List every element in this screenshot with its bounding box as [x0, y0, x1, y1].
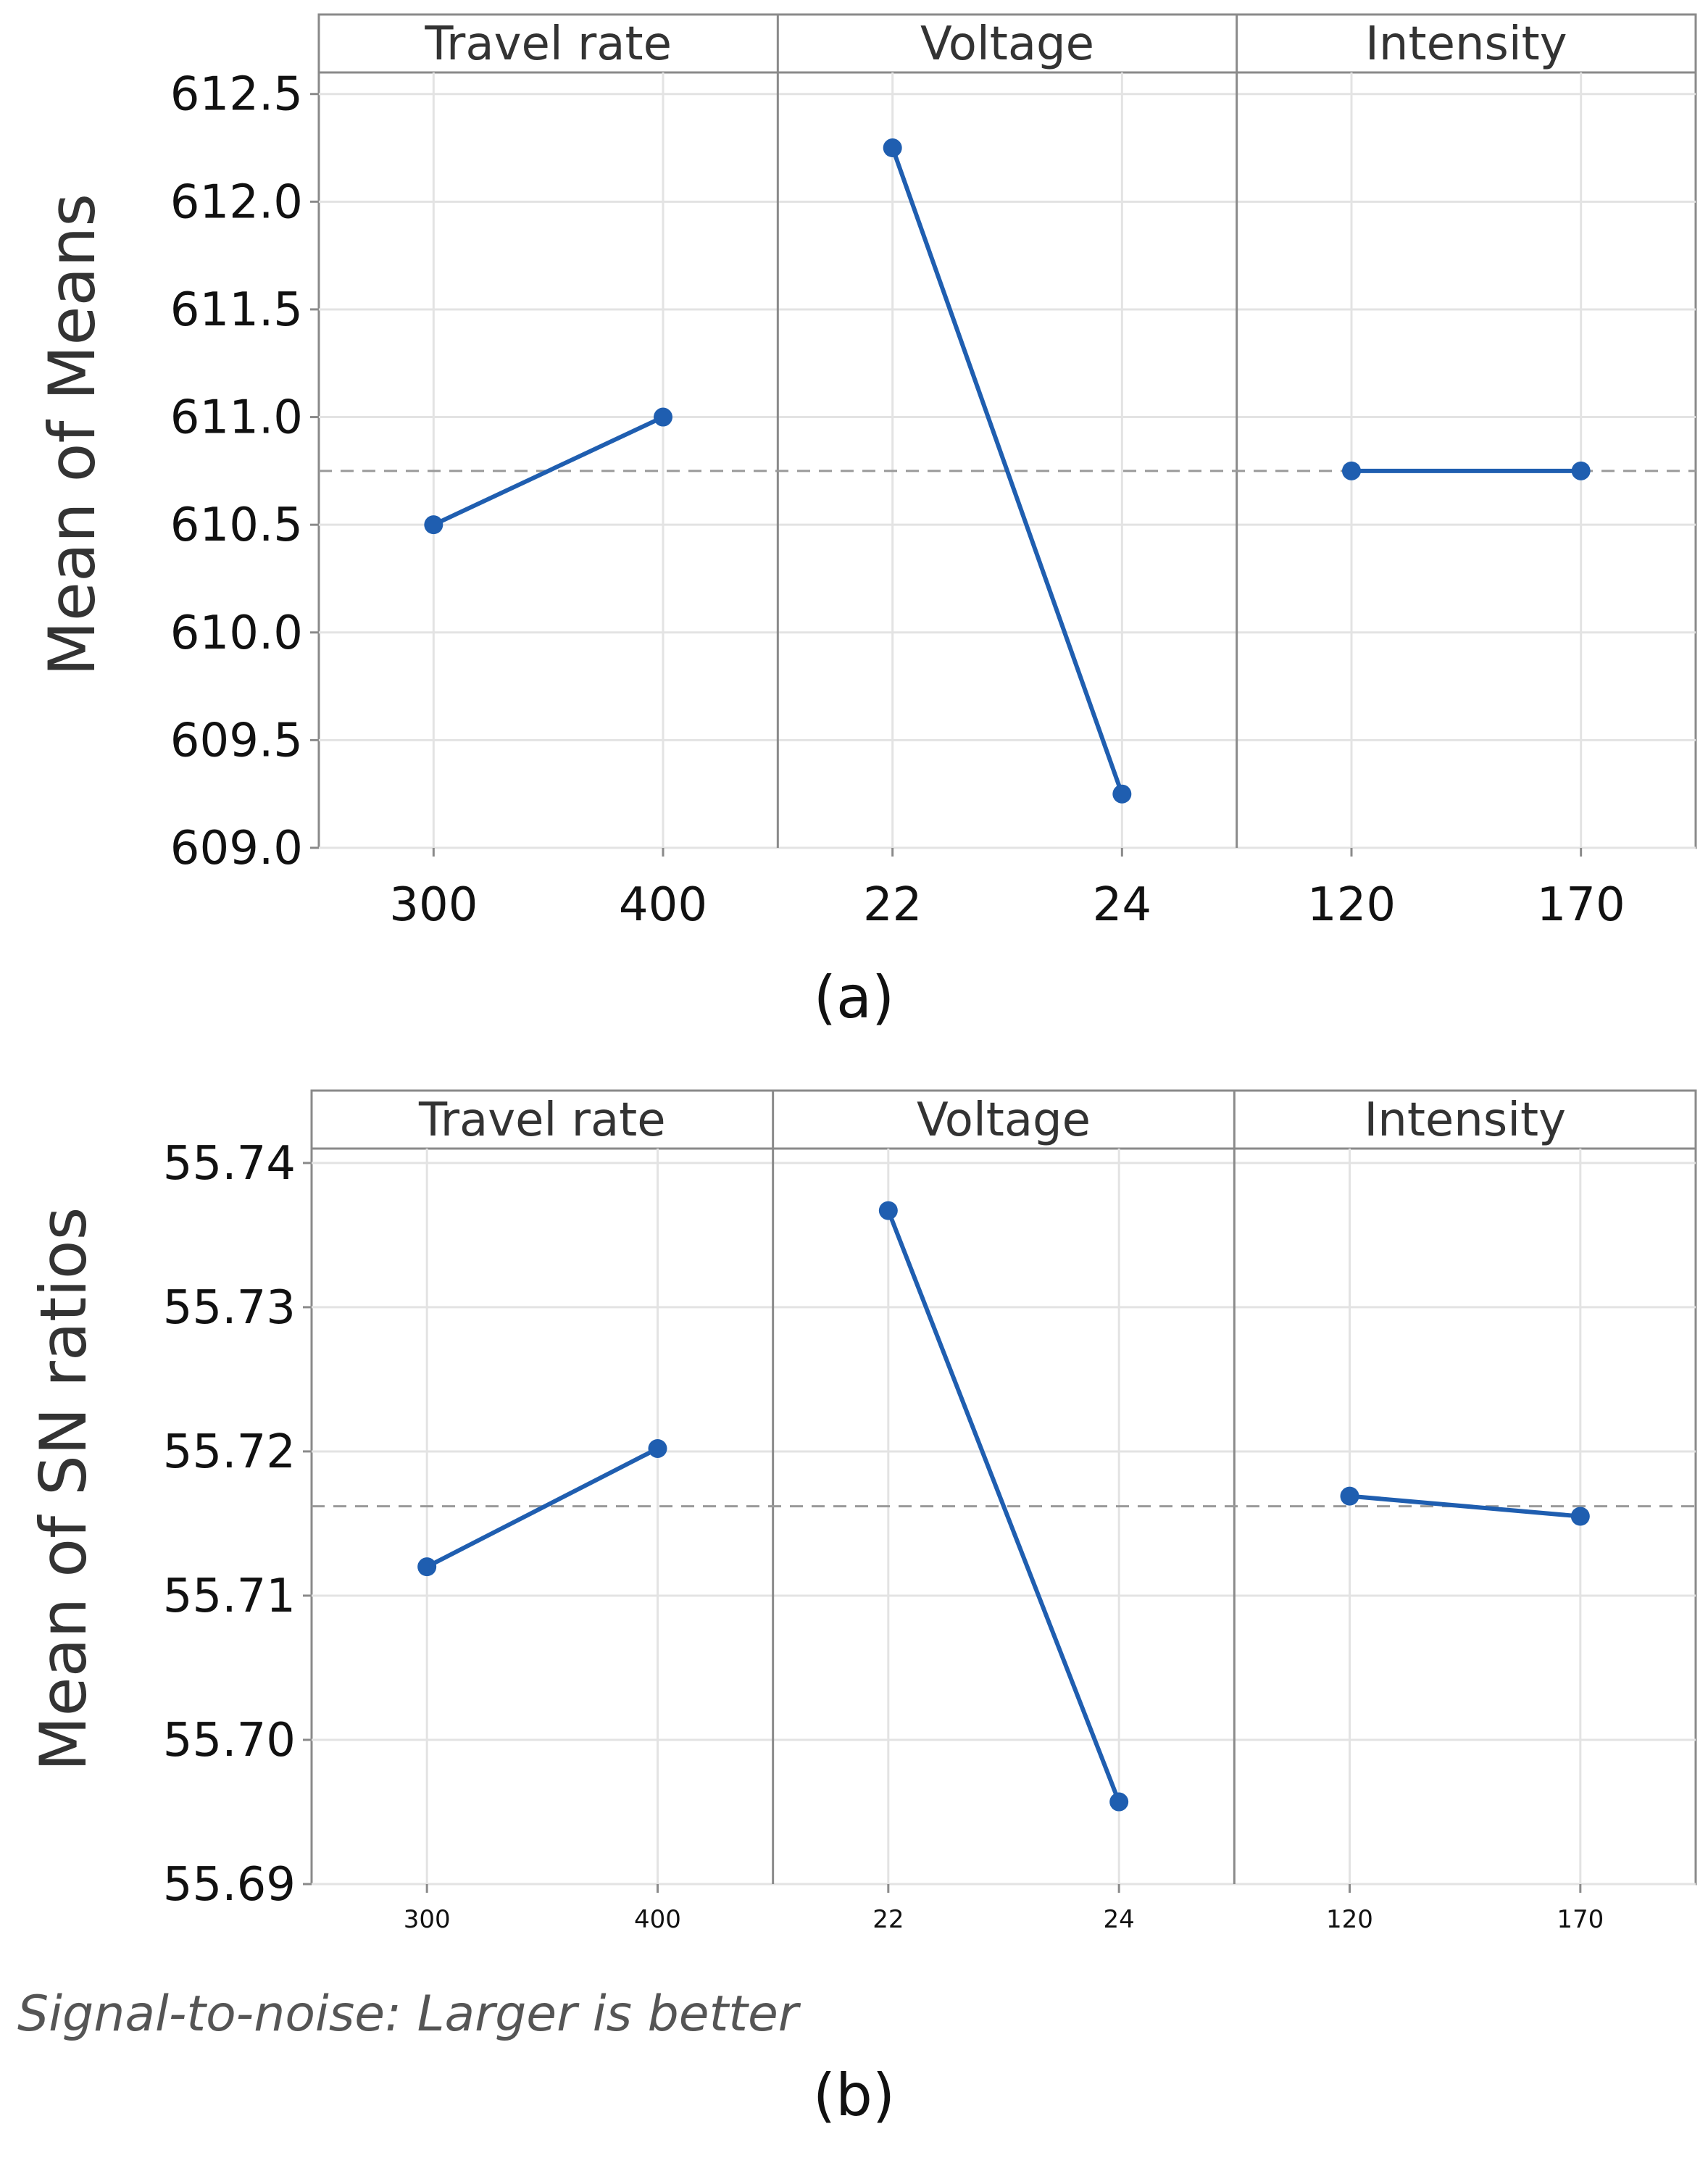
- chart-sn-x-tick-label: 22: [872, 1905, 904, 1934]
- chart-means-panel-title: Travel rate: [424, 17, 672, 71]
- chart-means-x-tick-label: 120: [1307, 878, 1396, 932]
- chart-means-x-tick-label: 400: [619, 878, 707, 932]
- chart-sn-panel-title: Intensity: [1364, 1093, 1566, 1147]
- chart-means-panel-title: Voltage: [920, 17, 1094, 71]
- chart-sn-data-point: [878, 1201, 898, 1220]
- chart-means-x-tick-label: 170: [1537, 878, 1625, 932]
- chart-means-data-point: [883, 138, 902, 158]
- chart-means-frame: [317, 13, 1697, 849]
- footnote-signal-to-noise: Signal-to-noise: Larger is better: [17, 1986, 799, 2043]
- chart-sn-series-line: [1349, 1493, 1581, 1519]
- chart-means-y-tick-label: 611.0: [170, 391, 303, 445]
- chart-sn-x-tick-label: 400: [634, 1905, 681, 1934]
- chart-sn-x-tick-label: 24: [1104, 1905, 1135, 1934]
- chart-sn-data-point: [417, 1557, 437, 1577]
- chart-sn-data-point: [1340, 1486, 1359, 1506]
- chart-sn-x-tick-label: 300: [404, 1905, 451, 1934]
- chart-sn-data-point: [1109, 1792, 1129, 1812]
- chart-sn-panel-title: Voltage: [917, 1093, 1091, 1147]
- chart-means-data-point: [424, 515, 443, 535]
- chart-sn-frame: [310, 1089, 1697, 1886]
- chart-sn-x-tick-label: 170: [1557, 1905, 1604, 1934]
- chart-means-y-tick-label: 609.0: [170, 822, 303, 875]
- chart-means-y-tick-label: 612.5: [170, 68, 303, 122]
- chart-means-panel-title: Intensity: [1365, 17, 1567, 71]
- chart-means-data-point: [1342, 461, 1361, 480]
- caption-b: (b): [812, 2062, 896, 2129]
- chart-means-y-tick-label: 610.5: [170, 499, 303, 552]
- chart-means-x-tick-label: 22: [863, 878, 922, 932]
- chart-means-y-axis-label: Mean of Means: [35, 193, 109, 676]
- chart-sn-y-tick-label: 55.74: [163, 1137, 296, 1191]
- chart-sn-series-line: [886, 1209, 1121, 1803]
- chart-sn-y-tick-label: 55.70: [163, 1714, 296, 1767]
- chart-means-data-point: [654, 407, 672, 427]
- chart-sn-x-tick-label: 120: [1326, 1905, 1373, 1934]
- chart-means-x-tick-label: 24: [1093, 878, 1151, 932]
- chart-means-x-tick-label: 300: [389, 878, 478, 932]
- chart-means-y-tick-label: 611.5: [170, 283, 303, 337]
- caption-a: (a): [813, 964, 895, 1031]
- chart-sn-y-tick-label: 55.72: [163, 1425, 296, 1479]
- chart-sn-y-tick-label: 55.71: [163, 1570, 296, 1623]
- chart-means-data-point: [1112, 784, 1132, 804]
- chart-means-y-tick-label: 610.0: [170, 607, 303, 660]
- chart-means-series-line: [890, 147, 1125, 795]
- chart-sn-y-axis-label: Mean of SN ratios: [26, 1207, 101, 1772]
- chart-sn-series-line: [425, 1446, 659, 1569]
- chart-means-data-point: [1571, 461, 1591, 480]
- chart-means-series-line: [433, 414, 665, 527]
- chart-sn-data-point: [1570, 1507, 1590, 1526]
- chart-means-y-tick-label: 612.0: [170, 175, 303, 229]
- chart-sn-panel-title: Travel rate: [418, 1093, 666, 1147]
- chart-sn-y-tick-label: 55.69: [163, 1858, 296, 1912]
- chart-sn-data-point: [648, 1438, 667, 1458]
- chart-means-y-tick-label: 609.5: [170, 714, 303, 767]
- chart-sn-y-tick-label: 55.73: [163, 1281, 296, 1335]
